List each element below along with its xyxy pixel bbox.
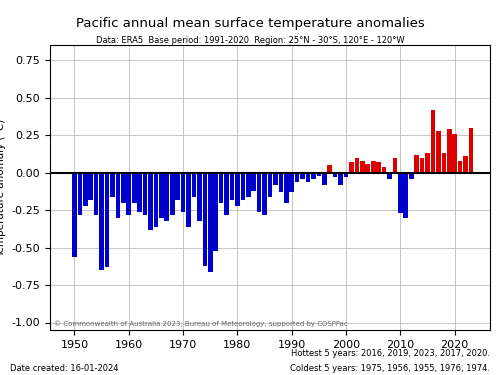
Bar bbox=[387, 172, 392, 178]
Bar bbox=[88, 172, 93, 200]
Bar bbox=[94, 172, 98, 214]
Text: Hottest 5 years: 2016, 2019, 2023, 2017, 2020.: Hottest 5 years: 2016, 2019, 2023, 2017,… bbox=[291, 349, 490, 358]
Bar bbox=[121, 172, 126, 202]
Bar bbox=[354, 158, 359, 172]
Bar bbox=[452, 134, 457, 172]
Bar bbox=[104, 172, 110, 267]
Bar bbox=[458, 160, 462, 172]
Bar bbox=[316, 172, 321, 176]
Bar bbox=[240, 172, 245, 200]
Bar bbox=[300, 172, 305, 178]
Bar bbox=[138, 172, 142, 211]
Bar bbox=[230, 172, 234, 200]
Bar bbox=[398, 172, 402, 213]
Bar bbox=[420, 158, 424, 172]
Bar bbox=[468, 128, 473, 172]
Bar bbox=[143, 172, 148, 214]
Bar bbox=[164, 172, 169, 220]
Bar bbox=[83, 172, 87, 206]
Bar bbox=[154, 172, 158, 226]
Bar bbox=[414, 154, 419, 172]
Bar bbox=[442, 153, 446, 173]
Bar bbox=[382, 166, 386, 172]
Bar bbox=[219, 172, 224, 202]
Bar bbox=[371, 160, 376, 172]
Bar bbox=[235, 172, 240, 206]
Bar bbox=[284, 172, 288, 202]
Bar bbox=[409, 172, 414, 178]
Bar bbox=[404, 172, 408, 217]
Bar bbox=[148, 172, 153, 230]
Bar bbox=[252, 172, 256, 190]
Bar bbox=[333, 172, 338, 177]
Bar bbox=[214, 172, 218, 250]
Bar bbox=[100, 172, 104, 270]
Text: Data: ERA5  Base period: 1991-2020  Region: 25°N - 30°S, 120°E - 120°W: Data: ERA5 Base period: 1991-2020 Region… bbox=[96, 36, 405, 45]
Bar bbox=[181, 172, 186, 211]
Bar bbox=[224, 172, 229, 214]
Bar bbox=[246, 172, 250, 196]
Bar bbox=[176, 172, 180, 200]
Bar bbox=[197, 172, 202, 220]
Bar bbox=[425, 153, 430, 173]
Bar bbox=[311, 172, 316, 178]
Bar bbox=[436, 130, 440, 172]
Bar bbox=[192, 172, 196, 196]
Bar bbox=[126, 172, 131, 214]
Bar bbox=[208, 172, 212, 272]
Bar bbox=[447, 129, 452, 173]
Bar bbox=[159, 172, 164, 217]
Bar bbox=[78, 172, 82, 214]
Bar bbox=[257, 172, 262, 211]
Bar bbox=[132, 172, 136, 202]
Y-axis label: Temperature anomaly (°C): Temperature anomaly (°C) bbox=[0, 118, 6, 256]
Bar bbox=[328, 165, 332, 172]
Bar bbox=[278, 172, 283, 192]
Bar bbox=[376, 162, 381, 172]
Bar bbox=[170, 172, 174, 214]
Bar bbox=[322, 172, 326, 184]
Bar bbox=[262, 172, 267, 214]
Text: Date created: 16-01-2024: Date created: 16-01-2024 bbox=[10, 364, 118, 373]
Bar bbox=[273, 172, 278, 184]
Bar bbox=[268, 172, 272, 196]
Bar bbox=[290, 172, 294, 192]
Bar bbox=[366, 164, 370, 172]
Bar bbox=[110, 172, 115, 196]
Bar bbox=[202, 172, 207, 266]
Bar bbox=[116, 172, 120, 217]
Bar bbox=[344, 172, 348, 177]
Bar bbox=[392, 158, 397, 172]
Bar bbox=[349, 162, 354, 172]
Bar bbox=[430, 110, 436, 172]
Text: Pacific annual mean surface temperature anomalies: Pacific annual mean surface temperature … bbox=[76, 17, 424, 30]
Bar bbox=[306, 172, 310, 182]
Text: Coldest 5 years: 1975, 1956, 1955, 1976, 1974.: Coldest 5 years: 1975, 1956, 1955, 1976,… bbox=[290, 364, 490, 373]
Bar bbox=[338, 172, 343, 184]
Text: © Commonwealth of Australia 2023, Bureau of Meteorology, supported by COSPPac: © Commonwealth of Australia 2023, Bureau… bbox=[54, 321, 348, 327]
Bar bbox=[360, 160, 364, 172]
Bar bbox=[463, 156, 468, 172]
Bar bbox=[295, 172, 300, 182]
Bar bbox=[186, 172, 191, 226]
Bar bbox=[72, 172, 77, 256]
